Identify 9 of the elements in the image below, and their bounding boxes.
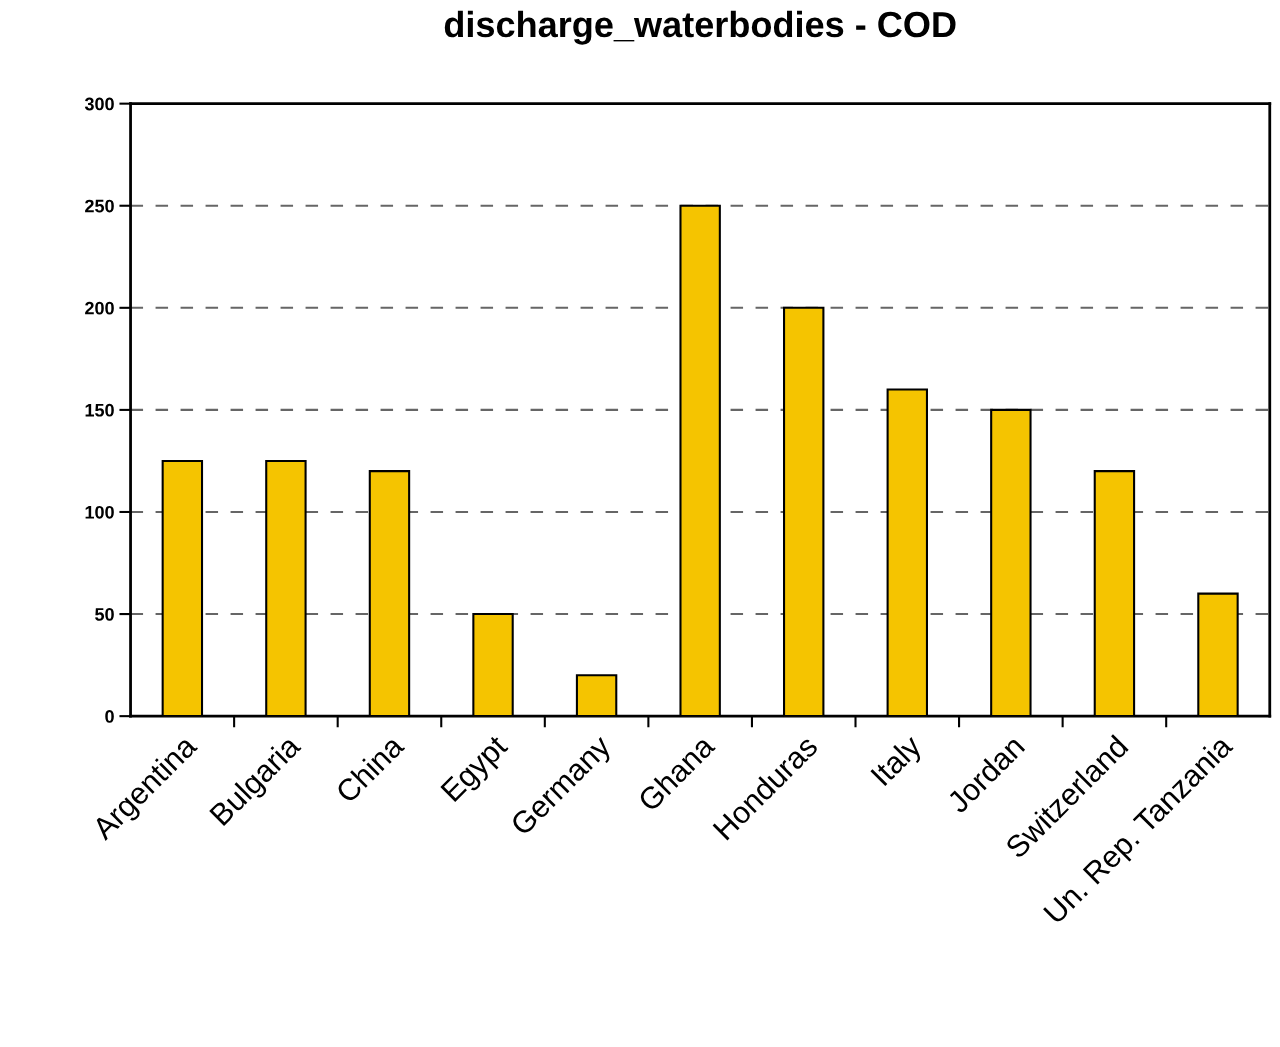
y-tick-label: 0: [105, 710, 114, 723]
y-tick-label: 300: [84, 97, 114, 111]
chart-title: discharge_waterbodies - COD: [444, 10, 956, 45]
x-tick-label: Italy: [869, 732, 928, 791]
y-tick-label: 250: [85, 199, 114, 213]
y-tick-label: 200: [85, 301, 114, 315]
y-tick-label: 150: [85, 403, 114, 417]
y-tick-label: 50: [95, 608, 114, 621]
y-tick-label: 100: [85, 505, 114, 519]
